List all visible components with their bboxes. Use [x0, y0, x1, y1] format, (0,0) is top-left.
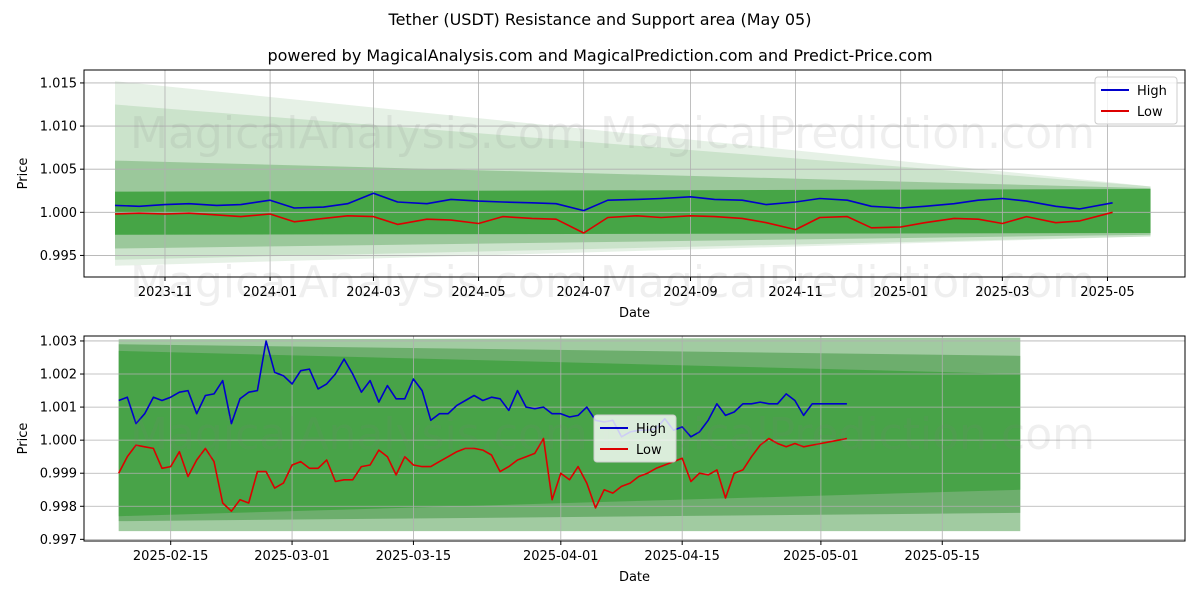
x-tick-label: 2025-03-15 [376, 549, 452, 564]
x-tick-label: 2025-04-01 [523, 549, 599, 564]
watermark-text: MagicalPrediction.com [600, 108, 1095, 159]
x-tick-label: 2024-03 [346, 285, 400, 300]
y-tick-label: 0.998 [40, 500, 77, 515]
x-tick-label: 2025-04-15 [644, 549, 720, 564]
y-tick-label: 0.997 [40, 533, 77, 548]
legend-label-low: Low [636, 443, 662, 458]
x-tick-label: 2024-01 [243, 285, 297, 300]
x-tick-label: 2025-01 [874, 285, 928, 300]
chart-subtitle: powered by MagicalAnalysis.com and Magic… [267, 46, 933, 65]
plot-area [84, 336, 1185, 541]
axes-frame [83, 335, 1186, 542]
x-axis-label: Date [619, 570, 650, 585]
x-axis-label: Date [619, 306, 650, 321]
watermarks: MagicalAnalysis.com MagicalPrediction.com [130, 409, 1095, 460]
plot-area [84, 70, 1185, 277]
y-tick-label: 1.000 [40, 434, 77, 449]
legend-label-high: High [1137, 84, 1167, 99]
x-tick-label: 2025-05-01 [783, 549, 859, 564]
y-axis-label: Price [16, 158, 31, 190]
support-resistance-bands [118, 337, 1021, 532]
legend-label-high: High [636, 422, 666, 437]
watermark-text: MagicalPrediction.com [600, 409, 1095, 460]
x-tick-label: 2025-03-01 [254, 549, 330, 564]
x-tick-label: 2025-03 [975, 285, 1029, 300]
y-tick-label: 0.995 [40, 249, 77, 264]
x-tick-label: 2024-07 [557, 285, 611, 300]
x-tick-label: 2024-11 [768, 285, 822, 300]
x-tick-label: 2023-11 [138, 285, 192, 300]
x-tick-label: 2025-05-15 [904, 549, 980, 564]
x-tick-label: 2024-05 [451, 285, 505, 300]
x-axis: 2025-02-15 2025-03-01 2025-03-15 2025-04-01… [133, 541, 980, 585]
x-tick-label: 2025-02-15 [133, 549, 209, 564]
y-tick-label: 1.005 [40, 163, 77, 178]
series-line-low [114, 211, 1113, 234]
watermark-text: MagicalAnalysis.com [130, 108, 588, 159]
watermarks: MagicalAnalysis.com MagicalPrediction.com… [130, 108, 1095, 308]
axes-frame [83, 69, 1186, 278]
chart-title: Tether (USDT) Resistance and Support are… [388, 10, 812, 29]
y-tick-label: 1.010 [40, 120, 77, 135]
y-tick-label: 1.003 [40, 334, 77, 349]
band-layer-4 [115, 189, 1151, 235]
chart-panel-1: MagicalAnalysis.com MagicalPrediction.com… [16, 69, 1186, 321]
y-tick-label: 0.999 [40, 467, 77, 482]
y-tick-label: 1.002 [40, 368, 77, 383]
grid [84, 70, 1185, 277]
series-line-high [118, 340, 847, 438]
x-tick-label: 2024-09 [663, 285, 717, 300]
legend-box [593, 414, 677, 463]
watermark-text: MagicalAnalysis.com [130, 257, 588, 308]
legend-box [1094, 76, 1178, 125]
chart-panel-2: MagicalAnalysis.com MagicalPrediction.com… [16, 334, 1186, 585]
series-line-high [114, 192, 1113, 212]
watermark-text: MagicalPrediction.com [600, 257, 1095, 308]
y-tick-label: 1.000 [40, 206, 77, 221]
watermark-text: MagicalAnalysis.com [130, 409, 588, 460]
x-axis: 2023-11 2024-01 2024-03 2024-05 2024-07 2024-… [138, 277, 1135, 321]
legend: High Low [1094, 76, 1178, 125]
y-axis-label: Price [16, 423, 31, 455]
support-resistance-bands [115, 81, 1151, 266]
series-line-low [117, 437, 848, 513]
y-axis: 0.997 0.998 0.999 1.000 1.001 1.002 1.003 Price [16, 334, 84, 548]
legend-label-low: Low [1137, 105, 1163, 120]
y-axis: 0.995 1.000 1.005 1.010 1.015 Price [16, 76, 84, 264]
y-tick-label: 1.015 [40, 76, 77, 91]
band-layer-3 [118, 350, 1021, 517]
x-tick-label: 2025-05 [1080, 285, 1134, 300]
legend: High Low [593, 414, 677, 463]
y-tick-label: 1.001 [40, 401, 77, 416]
